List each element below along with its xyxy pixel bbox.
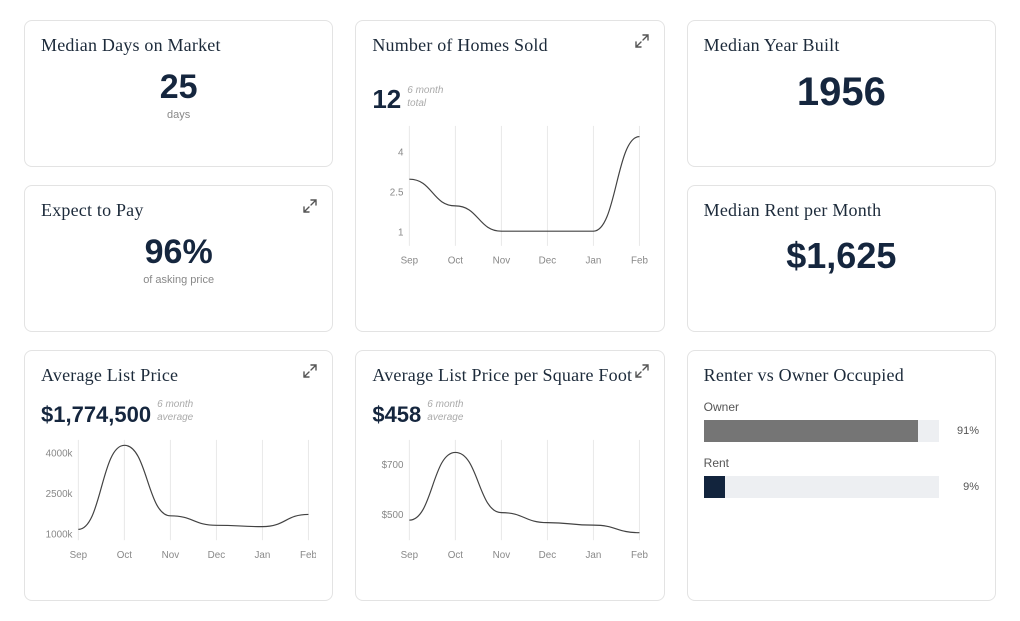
svg-text:Jan: Jan xyxy=(255,550,271,561)
bar-rent-pct: 9% xyxy=(949,481,979,493)
svg-text:Oct: Oct xyxy=(448,550,464,561)
card-title: Median Year Built xyxy=(704,35,979,56)
card-renter-vs-owner: Renter vs Owner Occupied Owner 91% Rent … xyxy=(687,350,996,601)
svg-text:Nov: Nov xyxy=(162,550,180,561)
svg-text:2.5: 2.5 xyxy=(390,187,404,198)
svg-text:$500: $500 xyxy=(382,510,404,521)
svg-text:Nov: Nov xyxy=(493,550,511,561)
bar-owner-row: 91% xyxy=(704,420,979,442)
svg-text:Feb: Feb xyxy=(300,550,316,561)
bar-rent-fill xyxy=(704,476,725,498)
bar-rent-row: 9% xyxy=(704,476,979,498)
card-homes-sold: Number of Homes Sold 12 6 month total 1 2… xyxy=(355,20,664,332)
value-avg-list-price: $1,774,500 xyxy=(41,404,151,426)
value-expect-to-pay: 96% xyxy=(41,233,316,272)
card-title: Median Days on Market xyxy=(41,35,316,56)
svg-text:Nov: Nov xyxy=(493,256,511,267)
expand-icon[interactable] xyxy=(302,198,318,214)
svg-text:Dec: Dec xyxy=(539,550,557,561)
svg-text:4: 4 xyxy=(398,148,404,159)
chart-homes-sold: 1 2.5 4 Sep Oct Nov Dec Jan Feb xyxy=(372,120,647,267)
expand-icon[interactable] xyxy=(634,33,650,49)
card-expect-to-pay: Expect to Pay 96% of asking price xyxy=(24,185,333,332)
svg-text:Dec: Dec xyxy=(208,550,226,561)
sublabel-days: days xyxy=(41,109,316,121)
value-homes-sold: 12 xyxy=(372,86,401,112)
svg-text:Jan: Jan xyxy=(586,550,602,561)
bar-owner-label: Owner xyxy=(704,400,979,414)
card-days-on-market: Median Days on Market 25 days xyxy=(24,20,333,167)
value-year-built: 1956 xyxy=(704,70,979,115)
card-avg-list-price: Average List Price $1,774,500 6 month av… xyxy=(24,350,333,601)
card-avg-list-sqft: Average List Price per Square Foot $458 … xyxy=(355,350,664,601)
bar-owner-fill xyxy=(704,420,918,442)
card-title: Number of Homes Sold xyxy=(372,35,647,56)
bar-owner-pct: 91% xyxy=(949,425,979,437)
card-title: Renter vs Owner Occupied xyxy=(704,365,979,386)
svg-text:4000k: 4000k xyxy=(46,448,73,459)
svg-text:Jan: Jan xyxy=(586,256,602,267)
bar-rent-section: Rent 9% xyxy=(704,456,979,498)
svg-text:Oct: Oct xyxy=(117,550,133,561)
chart-avg-list-price: 1000k 2500k 4000k Sep Oct Nov Dec Jan Feb xyxy=(41,434,316,562)
bar-rent-bg xyxy=(704,476,939,498)
svg-text:Sep: Sep xyxy=(70,550,88,561)
chart-avg-list-sqft: $500 $700 Sep Oct Nov Dec Jan Feb xyxy=(372,434,647,562)
svg-text:Sep: Sep xyxy=(401,256,419,267)
value-median-rent: $1,625 xyxy=(704,235,979,277)
card-median-rent: Median Rent per Month $1,625 xyxy=(687,185,996,332)
value-period-stack: 6 month average xyxy=(427,398,463,426)
bar-owner-bg xyxy=(704,420,939,442)
value-days-on-market: 25 xyxy=(41,68,316,107)
svg-text:Feb: Feb xyxy=(631,550,647,561)
value-period-stack: 6 month total xyxy=(407,84,443,112)
value-avg-list-sqft: $458 xyxy=(372,404,421,426)
svg-text:$700: $700 xyxy=(382,460,404,471)
sublabel-asking-price: of asking price xyxy=(41,274,316,286)
svg-text:1: 1 xyxy=(398,227,403,238)
card-title: Median Rent per Month xyxy=(704,200,979,221)
svg-text:Dec: Dec xyxy=(539,256,557,267)
svg-text:2500k: 2500k xyxy=(46,489,73,500)
expand-icon[interactable] xyxy=(302,363,318,379)
value-period-stack: 6 month average xyxy=(157,398,193,426)
card-title: Average List Price per Square Foot xyxy=(372,365,647,386)
svg-text:Feb: Feb xyxy=(631,256,647,267)
card-year-built: Median Year Built 1956 xyxy=(687,20,996,167)
svg-text:Oct: Oct xyxy=(448,256,464,267)
expand-icon[interactable] xyxy=(634,363,650,379)
card-title: Expect to Pay xyxy=(41,200,316,221)
card-title: Average List Price xyxy=(41,365,316,386)
bar-rent-label: Rent xyxy=(704,456,979,470)
svg-text:1000k: 1000k xyxy=(46,529,73,540)
svg-text:Sep: Sep xyxy=(401,550,419,561)
bar-owner-section: Owner 91% xyxy=(704,400,979,442)
